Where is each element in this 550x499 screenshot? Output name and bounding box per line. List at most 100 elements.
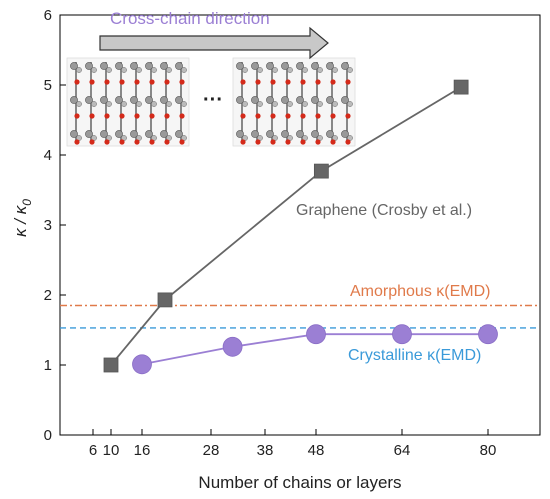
data-point-square <box>453 79 469 95</box>
ring-atom <box>242 67 248 73</box>
oxygen-atom <box>134 139 140 145</box>
oxygen-atom <box>74 113 80 119</box>
ring-atom <box>281 130 289 138</box>
data-point-circle <box>392 324 412 345</box>
ring-atom <box>106 67 112 73</box>
oxygen-atom <box>255 113 261 119</box>
graphene-label: Graphene (Crosby et al.) <box>296 202 472 219</box>
oxygen-atom <box>149 79 155 85</box>
ring-atom <box>106 101 112 107</box>
ring-atom <box>175 96 183 104</box>
data-point-circle <box>306 324 326 345</box>
ring-atom <box>145 96 153 104</box>
ring-atom <box>311 96 319 104</box>
ring-atom <box>257 67 263 73</box>
ring-atom <box>311 130 319 138</box>
oxygen-atom <box>315 139 321 145</box>
ring-atom <box>236 62 244 70</box>
ring-atom <box>175 62 183 70</box>
ring-atom <box>145 130 153 138</box>
ring-atom <box>236 96 244 104</box>
ring-atom <box>326 96 334 104</box>
x-tick-label: 48 <box>308 442 325 459</box>
ring-atom <box>130 62 138 70</box>
oxygen-atom <box>179 139 185 145</box>
oxygen-atom <box>89 139 95 145</box>
ring-atom <box>145 62 153 70</box>
ring-atom <box>175 130 183 138</box>
oxygen-atom <box>345 79 351 85</box>
ring-atom <box>136 67 142 73</box>
ring-atom <box>130 130 138 138</box>
arrow-shape <box>99 26 329 60</box>
oxygen-atom <box>240 113 246 119</box>
oxygen-atom <box>345 113 351 119</box>
ring-atom <box>251 96 259 104</box>
ring-atom <box>266 62 274 70</box>
ring-atom <box>266 96 274 104</box>
oxygen-atom <box>300 79 306 85</box>
oxygen-atom <box>164 139 170 145</box>
ring-atom <box>242 101 248 107</box>
x-tick-label: 16 <box>134 442 151 459</box>
amorphous-label: Amorphous κ(EMD) <box>350 283 490 300</box>
ring-atom <box>287 67 293 73</box>
ring-atom <box>136 101 142 107</box>
ring-atom <box>296 62 304 70</box>
y-axis-label: κ / κ0 <box>11 199 34 237</box>
oxygen-atom <box>134 113 140 119</box>
ring-atom <box>236 130 244 138</box>
x-tick-label: 6 <box>89 442 97 459</box>
ring-atom <box>115 96 123 104</box>
ring-atom <box>85 96 93 104</box>
chain-group <box>232 57 356 147</box>
y-tick-label: 1 <box>44 357 52 374</box>
y-tick-label: 0 <box>44 427 52 444</box>
ring-atom <box>121 67 127 73</box>
ring-atom <box>326 62 334 70</box>
cross-chain-arrow: Cross-chain direction <box>99 9 329 60</box>
oxygen-atom <box>285 139 291 145</box>
oxygen-atom <box>179 79 185 85</box>
ring-atom <box>272 67 278 73</box>
oxygen-atom <box>330 139 336 145</box>
oxygen-atom <box>240 79 246 85</box>
ring-atom <box>91 101 97 107</box>
oxygen-atom <box>270 113 276 119</box>
y-tick-label: 5 <box>44 77 52 94</box>
oxygen-atom <box>164 113 170 119</box>
oxygen-atom <box>74 79 80 85</box>
ring-atom <box>166 101 172 107</box>
ring-atom <box>326 130 334 138</box>
ring-atom <box>100 62 108 70</box>
ring-atom <box>160 96 168 104</box>
arrow-text: Cross-chain direction <box>110 9 270 28</box>
oxygen-atom <box>119 79 125 85</box>
ring-atom <box>151 101 157 107</box>
y-axis-label-sub: 0 <box>20 199 34 206</box>
oxygen-atom <box>89 79 95 85</box>
ring-atom <box>76 101 82 107</box>
series-layer <box>103 79 498 375</box>
x-axis-label: Number of chains or layers <box>198 473 401 492</box>
oxygen-atom <box>315 113 321 119</box>
ring-atom <box>302 101 308 107</box>
molecular-illustration: ··· <box>66 57 356 147</box>
chain-group <box>66 57 190 147</box>
data-point-circle <box>478 324 498 345</box>
ring-atom <box>70 130 78 138</box>
oxygen-atom <box>179 113 185 119</box>
ring-atom <box>100 130 108 138</box>
ring-atom <box>341 62 349 70</box>
ring-atom <box>296 130 304 138</box>
ring-atom <box>121 101 127 107</box>
y-tick-label: 2 <box>44 287 52 304</box>
ring-atom <box>91 67 97 73</box>
ring-atom <box>251 130 259 138</box>
ring-atom <box>257 101 263 107</box>
oxygen-atom <box>149 113 155 119</box>
ring-atom <box>266 130 274 138</box>
data-point-square <box>313 163 329 179</box>
ring-atom <box>287 101 293 107</box>
ring-atom <box>70 62 78 70</box>
